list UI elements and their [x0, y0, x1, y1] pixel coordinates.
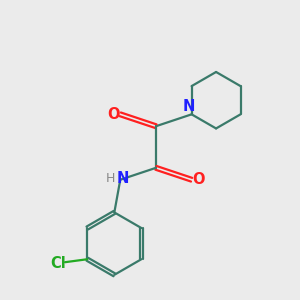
Text: O: O	[107, 107, 120, 122]
Text: H: H	[106, 172, 116, 185]
Text: N: N	[182, 98, 195, 113]
Text: N: N	[117, 171, 129, 186]
Text: Cl: Cl	[51, 256, 66, 271]
Text: O: O	[192, 172, 204, 187]
